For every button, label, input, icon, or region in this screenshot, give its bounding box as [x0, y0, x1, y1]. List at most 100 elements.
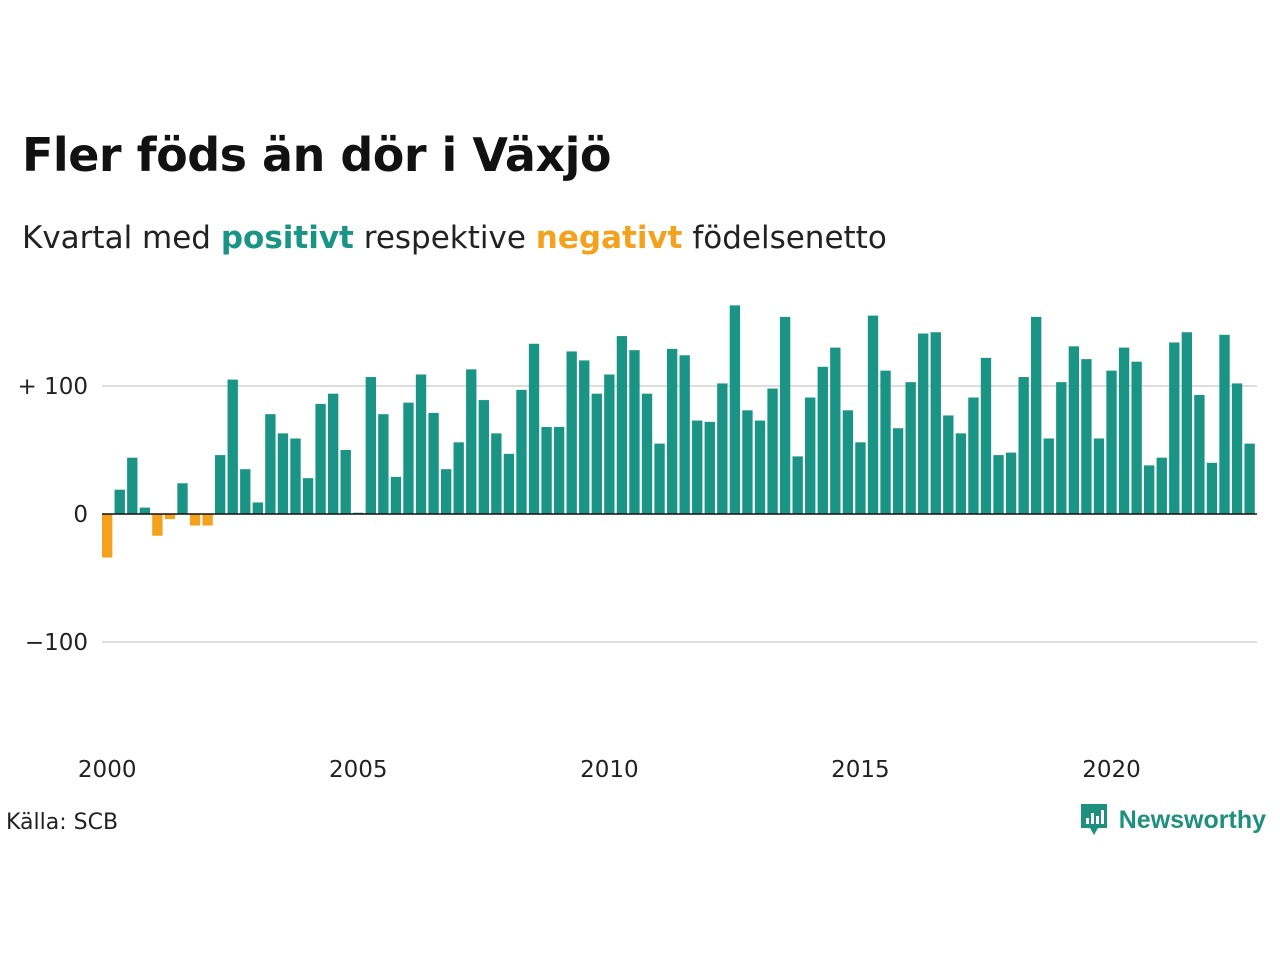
bar: 2014 K2: 115: [817, 366, 828, 514]
bar: 2016 K4: 77: [943, 415, 954, 514]
bar: 2006 K1: 87: [403, 402, 414, 514]
bar-chart: 2000 K1: -342000 K2: 192000 K3: 442000 K…: [18, 305, 1257, 783]
y-tick-label: −100: [25, 630, 88, 656]
bar: 2005 K2: 107: [365, 377, 376, 514]
bar: 2021 K2: 134: [1169, 342, 1180, 514]
bar: 2018 K2: 107: [1018, 377, 1029, 514]
newsworthy-logo-icon: [1080, 804, 1107, 835]
x-tick-label: 2000: [78, 757, 137, 783]
bar: 2019 K1: 103: [1056, 382, 1067, 514]
chart-subtitle: Kvartal med positivt respektive negativt…: [22, 220, 887, 256]
bar: 2013 K4: 45: [792, 456, 803, 514]
bar: 2008 K2: 97: [516, 389, 527, 514]
bar: 2001 K2: -4: [164, 514, 176, 520]
bar: 2002 K4: 35: [240, 469, 251, 514]
bar: 2013 K2: 98: [767, 388, 778, 514]
bar: 2008 K1: 47: [503, 453, 515, 514]
x-tick-label: 2005: [329, 757, 388, 783]
bar: 2006 K3: 79: [428, 412, 439, 514]
bar: 2008 K3: 133: [528, 343, 540, 514]
chart-title: Fler föds än dör i Växjö: [22, 128, 612, 182]
bar: 2002 K2: 46: [214, 455, 226, 514]
bar: 2021 K4: 93: [1194, 394, 1205, 514]
bar: 2011 K4: 73: [692, 420, 703, 514]
bar: 2018 K3: 154: [1031, 316, 1042, 514]
bar: 2022 K2: 140: [1219, 334, 1230, 514]
bar: 2011 K2: 129: [666, 348, 678, 514]
bar: 2000 K1: -34: [102, 514, 113, 558]
bar: 2018 K4: 59: [1043, 438, 1054, 514]
bar: 2022 K3: 102: [1231, 383, 1243, 514]
bar: 2007 K1: 56: [453, 442, 464, 514]
x-tick-label: 2020: [1082, 757, 1141, 783]
bar: 2000 K4: 5: [139, 507, 151, 514]
bar: 2005 K4: 29: [390, 476, 402, 514]
bar: 2008 K4: 68: [541, 426, 552, 514]
bar: 2013 K3: 154: [779, 316, 791, 514]
bar: 2020 K4: 38: [1144, 465, 1155, 514]
bar: 2007 K4: 63: [491, 433, 502, 514]
bar: 2019 K4: 59: [1093, 438, 1105, 514]
brand-logo: Newsworthy: [1079, 802, 1266, 838]
bar: 2010 K2: 139: [616, 336, 628, 514]
bar: 2012 K2: 102: [717, 383, 728, 514]
bar: 2011 K3: 124: [679, 355, 690, 514]
subtitle-text-pre: Kvartal med: [22, 220, 211, 256]
source-note: Källa: SCB: [6, 810, 119, 835]
bar: 2009 K4: 94: [591, 393, 602, 514]
bar: 2014 K1: 91: [805, 397, 816, 514]
bar: 2006 K4: 35: [440, 469, 452, 514]
label-layer: + 100 0 −100 2000 2005 2010 2015 2020: [18, 374, 1141, 783]
bar: 2021 K3: 142: [1181, 332, 1193, 514]
bar: 2009 K1: 68: [553, 426, 565, 514]
bar: 2022 K1: 40: [1206, 462, 1218, 514]
y-tick-label: 0: [73, 502, 88, 528]
bar: 2009 K2: 127: [566, 351, 577, 514]
bar: 2014 K4: 81: [842, 410, 854, 514]
bar: 2012 K1: 72: [704, 421, 715, 514]
bar: 2019 K2: 131: [1068, 346, 1080, 514]
bar: 2003 K1: 9: [252, 502, 263, 514]
subtitle-positive-label: positivt: [220, 220, 354, 256]
bar: 2018 K1: 48: [1005, 452, 1017, 514]
bar: 2002 K1: -9: [202, 514, 213, 526]
bar: 2017 K1: 63: [955, 433, 967, 514]
bar: 2019 K3: 121: [1081, 359, 1092, 514]
bar: 2004 K1: 28: [302, 478, 314, 514]
bar: 2021 K1: 44: [1156, 457, 1167, 514]
subtitle-text-mid: respektive: [363, 220, 526, 256]
subtitle-text-post: födelsenetto: [692, 220, 887, 256]
bar: 2015 K2: 155: [867, 315, 879, 514]
bar: 2010 K1: 109: [604, 374, 615, 514]
bar: 2001 K3: 24: [177, 483, 188, 514]
bar: 2001 K4: -9: [189, 514, 201, 526]
bar: 2007 K3: 89: [478, 400, 489, 514]
bar: 2009 K3: 120: [579, 360, 590, 514]
bar: 2017 K3: 122: [980, 357, 992, 514]
bar: 2004 K2: 86: [315, 403, 326, 514]
bar: 2012 K3: 163: [729, 305, 741, 514]
bar: 2004 K3: 94: [327, 393, 339, 514]
y-tick-label: + 100: [18, 374, 88, 400]
bar: 2015 K1: 56: [855, 442, 866, 514]
bar: 2014 K3: 130: [830, 347, 841, 514]
bar: 2007 K2: 113: [466, 369, 477, 514]
bar: 2012 K4: 81: [742, 410, 753, 514]
bar: 2016 K1: 103: [905, 382, 916, 514]
bar: 2011 K1: 55: [654, 443, 665, 514]
bar: 2022 K4: 55: [1244, 443, 1255, 514]
bar: 2020 K1: 112: [1106, 370, 1117, 514]
bar: 2003 K4: 59: [290, 438, 301, 514]
bar: 2013 K1: 73: [754, 420, 766, 514]
bar: 2003 K2: 78: [265, 414, 276, 514]
x-tick-label: 2015: [831, 757, 890, 783]
bar: 2006 K2: 109: [415, 374, 427, 514]
bar: 2020 K3: 119: [1131, 361, 1142, 514]
x-tick-label: 2010: [580, 757, 639, 783]
bar: 2010 K4: 94: [641, 393, 653, 514]
bar: 2000 K2: 19: [114, 489, 125, 514]
bar: 2020 K2: 130: [1118, 347, 1130, 514]
bar: 2002 K3: 105: [227, 379, 238, 514]
bar: 2004 K4: 50: [340, 450, 351, 514]
bar: 2016 K3: 142: [930, 332, 941, 514]
